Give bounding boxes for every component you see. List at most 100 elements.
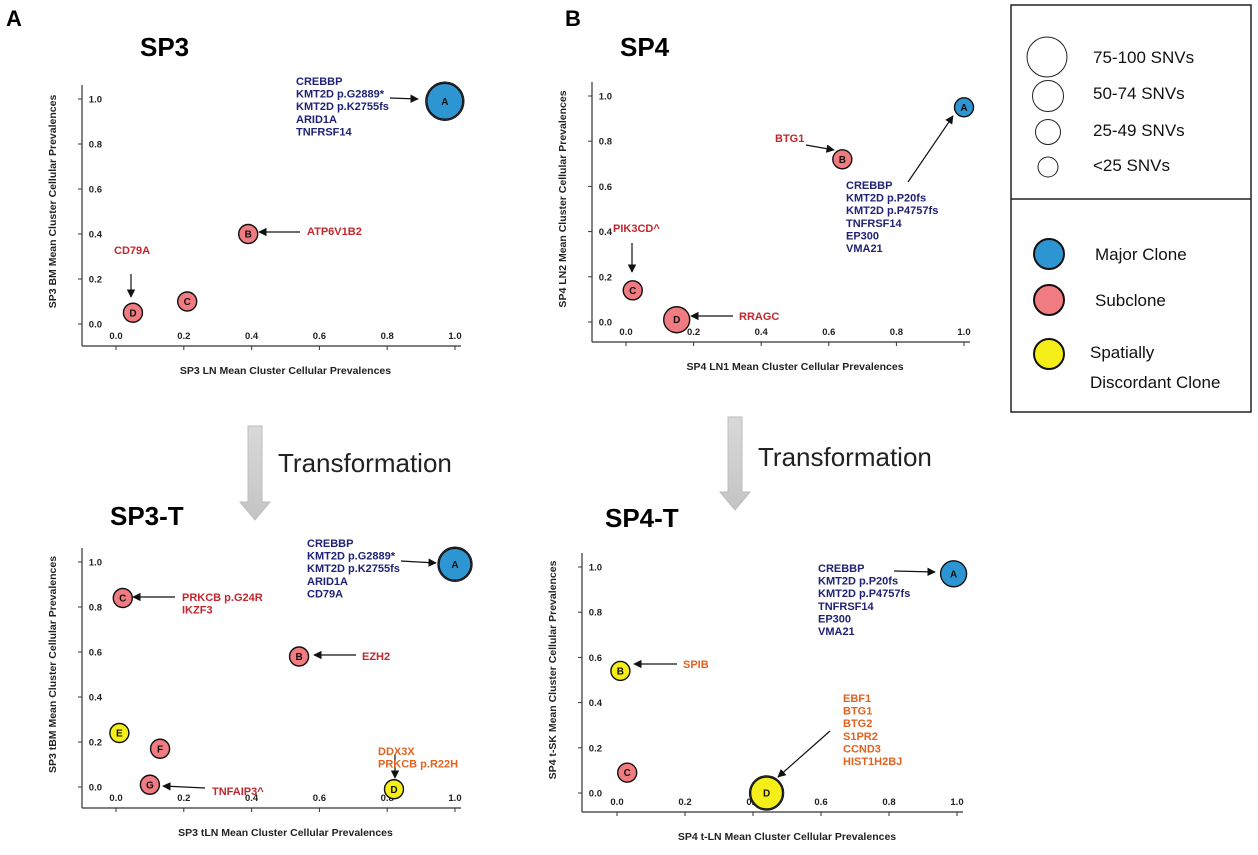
x-tick-label: 1.0 xyxy=(950,797,963,808)
annotation-line: TNFAIP3^ xyxy=(212,786,264,798)
y-axis-label: SP3 BM Mean Cluster Cellular Prevalences xyxy=(47,95,59,309)
bubble-label: C xyxy=(184,297,191,308)
annotation-line: EP300 xyxy=(818,613,851,625)
annotation-text-d: RRAGC xyxy=(739,311,779,323)
bubble-label: C xyxy=(629,286,636,297)
annotation-text-b: EZH2 xyxy=(362,651,390,663)
bubble-circle xyxy=(122,302,144,323)
legend-major-clone: Major Clone xyxy=(1033,238,1187,270)
x-tick-label: 0.0 xyxy=(109,793,122,804)
annotation-arrow xyxy=(777,730,831,778)
legend-size-25-49: 25-49 SNVs xyxy=(1035,119,1185,145)
legend: 75-100 SNVs 50-74 SNVs 25-49 SNVs <25 SN… xyxy=(1010,4,1252,413)
bubble-label: B xyxy=(839,155,846,166)
annotation-line: CD79A xyxy=(307,588,343,600)
x-tick-label: 0.6 xyxy=(313,793,326,804)
clone-bubble-c: C xyxy=(617,762,638,783)
bubble-circle xyxy=(149,738,171,759)
x-tick-label: 0.0 xyxy=(109,331,122,342)
bubble-label: D xyxy=(129,308,136,319)
y-tick-label: 0.2 xyxy=(89,738,102,749)
legend-major-clone-swatch xyxy=(1033,238,1065,270)
clone-bubble-d: D xyxy=(383,779,405,800)
bubble-circle xyxy=(288,646,310,667)
clone-bubble-c: C xyxy=(176,291,198,312)
annotation-line: PRKCB p.G24R xyxy=(182,592,263,604)
annotation-arrow xyxy=(162,782,206,791)
bubble-label: D xyxy=(763,789,770,800)
y-tick-label: 0.4 xyxy=(599,227,613,238)
clone-bubble-a: A xyxy=(437,546,473,582)
annotation-line: KMT2D p.G2889* xyxy=(296,89,385,101)
clone-bubble-e: E xyxy=(109,722,130,744)
y-tick-label: 0.2 xyxy=(89,275,102,286)
legend-size-label-50-74: 50-74 SNVs xyxy=(1093,84,1185,103)
legend-size-circle-under-25 xyxy=(1037,156,1059,178)
legend-size-75-100: 75-100 SNVs xyxy=(1026,36,1194,78)
annotation-line: IKZF3 xyxy=(182,605,213,617)
legend-discordant-line-2: Discordant Clone xyxy=(1090,373,1220,392)
annotation-text-b: SPIB xyxy=(683,659,709,671)
annotation-line: SPIB xyxy=(683,659,709,671)
legend-size-label-75-100: 75-100 SNVs xyxy=(1093,48,1194,67)
clone-bubble-f: F xyxy=(149,738,171,759)
annotation-line: EZH2 xyxy=(362,651,390,663)
annotation-line: KMT2D p.G2889* xyxy=(307,551,396,563)
y-axis-label: SP4 t-SK Mean Cluster Cellular Prevalenc… xyxy=(547,560,559,779)
annotation-text-a: CREBBP KMT2D p.G2889* KMT2D p.K2755fs ARID1… xyxy=(307,538,400,600)
x-tick-label: 0.4 xyxy=(245,793,259,804)
y-tick-label: 0.0 xyxy=(89,320,102,331)
bubble-label: B xyxy=(617,666,624,677)
chart-title-sp3: SP3 xyxy=(140,32,189,62)
annotation-line: PRKCB p.R22H xyxy=(378,759,458,771)
panel-letter-b: B xyxy=(565,6,581,31)
annotation-text-d: CD79A xyxy=(114,245,150,257)
bubble-label: G xyxy=(146,780,154,791)
annotation-line: TNFRSF14 xyxy=(296,126,353,138)
annotation-line: DDX3X xyxy=(378,746,415,758)
chart-title-sp3t: SP3-T xyxy=(110,501,184,531)
bubble-circle xyxy=(109,722,130,744)
y-tick-label: 0.4 xyxy=(589,698,603,709)
bubble-circle xyxy=(622,280,643,301)
y-tick-label: 1.0 xyxy=(589,563,602,574)
annotation-line: CCND3 xyxy=(843,743,881,755)
clone-bubble-b: B xyxy=(238,223,259,245)
legend-size-circle-75-100 xyxy=(1026,36,1068,78)
bubble-circle xyxy=(139,774,161,795)
x-tick-label: 0.0 xyxy=(610,797,623,808)
bubble-circle xyxy=(426,82,464,120)
y-tick-label: 0.8 xyxy=(589,608,602,619)
annotation-text-c: PRKCB p.G24R IKZF3 xyxy=(182,592,263,617)
bubble-circle xyxy=(238,223,259,245)
annotation-line: BTG1 xyxy=(843,706,872,718)
annotation-line: KMT2D p.P4757fs xyxy=(846,205,938,217)
y-tick-label: 0.4 xyxy=(89,230,103,241)
annotation-line: VMA21 xyxy=(818,626,855,638)
clone-bubble-a: A xyxy=(939,560,968,588)
annotation-text-d: DDX3X PRKCB p.R22H xyxy=(378,746,458,771)
legend-size-under-25: <25 SNVs xyxy=(1037,156,1170,178)
clone-bubble-a: A xyxy=(425,81,465,121)
x-tick-label: 0.2 xyxy=(687,327,700,338)
chart-sp3: SP3 0.0 0.2 0.4 0.6 0.8 1.0 0.0 0.2 0.4 0.6 0.8 1.0 S… xyxy=(47,32,465,377)
bubble-label: A xyxy=(451,560,458,571)
bubble-label: A xyxy=(441,97,448,108)
transformation-label-left: Transformation xyxy=(278,448,452,478)
bubble-label: D xyxy=(673,315,680,326)
x-tick-label: 0.6 xyxy=(822,327,835,338)
annotation-line: EP300 xyxy=(846,230,879,242)
y-tick-label: 0.6 xyxy=(89,648,102,659)
clone-bubble-b: B xyxy=(610,660,631,682)
clone-bubble-d: D xyxy=(748,775,785,811)
legend-subclone-swatch xyxy=(1033,284,1065,316)
chart-sp3t: SP3-T 0.0 0.2 0.4 0.6 0.8 1.0 0.0 0.2 0.4 0.6 0.8 1.… xyxy=(47,501,473,839)
clone-bubble-g: G xyxy=(139,774,161,795)
y-tick-label: 0.0 xyxy=(589,789,602,800)
charts-layer: SP3 0.0 0.2 0.4 0.6 0.8 1.0 0.0 0.2 0.4 0.6 0.8 1.0 S… xyxy=(47,32,975,843)
annotation-line: KMT2D p.P20fs xyxy=(846,193,926,205)
annotation-line: BTG2 xyxy=(843,718,872,730)
annotation-line: HIST1H2BJ xyxy=(843,756,902,768)
y-tick-label: 0.8 xyxy=(89,140,102,151)
